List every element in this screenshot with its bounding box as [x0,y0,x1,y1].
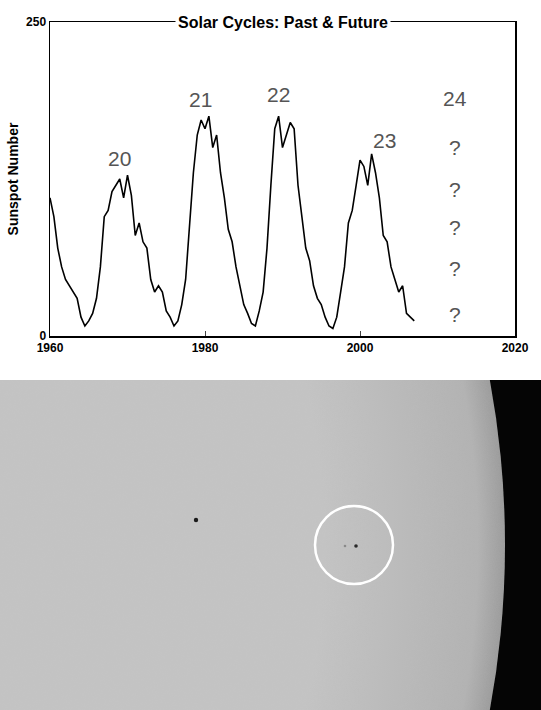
svg-text:1980: 1980 [192,341,219,355]
svg-text:?: ? [449,136,461,159]
svg-text:?: ? [449,216,461,239]
svg-text:2000: 2000 [347,341,374,355]
svg-text:Solar Cycles: Past & Future: Solar Cycles: Past & Future [178,14,388,31]
svg-text:Sunspot Number: Sunspot Number [5,122,21,235]
svg-text:24: 24 [443,87,467,110]
svg-text:?: ? [449,257,461,280]
svg-text:22: 22 [267,83,290,106]
svg-text:?: ? [449,178,461,201]
svg-text:21: 21 [189,88,212,111]
svg-text:250: 250 [26,15,46,29]
svg-text:23: 23 [373,129,396,152]
svg-text:0: 0 [39,329,46,343]
svg-text:?: ? [449,303,461,326]
svg-text:1960: 1960 [37,341,64,355]
svg-text:20: 20 [108,147,131,170]
svg-text:2020: 2020 [502,341,529,355]
